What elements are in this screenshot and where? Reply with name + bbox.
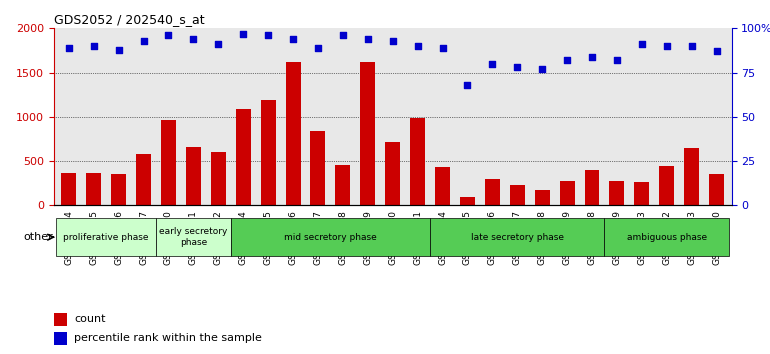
Point — [137, 38, 149, 44]
Point — [661, 43, 673, 49]
Text: mid secretory phase: mid secretory phase — [284, 233, 377, 242]
Point — [112, 47, 125, 52]
Text: count: count — [74, 314, 105, 324]
Text: proliferative phase: proliferative phase — [63, 233, 149, 242]
Point — [162, 33, 175, 38]
Bar — [460, 198, 475, 205]
Point — [287, 36, 300, 42]
Point — [336, 33, 349, 38]
Point — [262, 33, 274, 38]
Bar — [186, 147, 201, 205]
Text: percentile rank within the sample: percentile rank within the sample — [74, 333, 262, 343]
Bar — [709, 175, 724, 205]
Point — [536, 66, 548, 72]
Point — [561, 57, 573, 63]
Point — [685, 43, 698, 49]
Bar — [385, 142, 400, 205]
Bar — [336, 165, 350, 205]
Bar — [485, 179, 500, 205]
Point — [362, 36, 374, 42]
Text: ambiguous phase: ambiguous phase — [627, 233, 707, 242]
Bar — [286, 62, 300, 205]
Point — [411, 43, 424, 49]
Text: GDS2052 / 202540_s_at: GDS2052 / 202540_s_at — [54, 13, 205, 26]
Point — [486, 61, 498, 67]
Point — [611, 57, 623, 63]
Point — [88, 43, 100, 49]
Bar — [560, 181, 574, 205]
FancyBboxPatch shape — [604, 218, 729, 256]
FancyBboxPatch shape — [156, 218, 231, 256]
Point — [213, 41, 225, 47]
Point — [62, 45, 75, 51]
Bar — [534, 190, 550, 205]
Point — [387, 38, 399, 44]
Point — [237, 31, 249, 36]
Bar — [86, 173, 101, 205]
Point — [511, 64, 524, 70]
Bar — [261, 100, 276, 205]
Bar — [161, 120, 176, 205]
Bar — [410, 118, 425, 205]
Bar — [211, 152, 226, 205]
Point — [586, 54, 598, 59]
Bar — [510, 185, 524, 205]
Bar — [54, 332, 68, 345]
Bar — [609, 181, 624, 205]
Bar — [136, 154, 151, 205]
Bar — [634, 182, 649, 205]
Text: late secretory phase: late secretory phase — [470, 233, 564, 242]
Bar — [54, 313, 68, 326]
Text: other: other — [23, 232, 52, 242]
FancyBboxPatch shape — [430, 218, 604, 256]
Bar — [111, 175, 126, 205]
FancyBboxPatch shape — [231, 218, 430, 256]
Bar — [659, 166, 675, 205]
Bar — [310, 131, 326, 205]
Point — [312, 45, 324, 51]
Bar — [62, 172, 76, 205]
Point — [437, 45, 449, 51]
Bar — [584, 170, 600, 205]
Point — [187, 36, 199, 42]
Point — [711, 48, 723, 54]
Bar — [435, 167, 450, 205]
Text: early secretory
phase: early secretory phase — [159, 228, 228, 247]
Bar — [360, 62, 375, 205]
FancyBboxPatch shape — [56, 218, 156, 256]
Bar — [685, 148, 699, 205]
Bar — [236, 109, 251, 205]
Point — [636, 41, 648, 47]
Point — [461, 82, 474, 88]
